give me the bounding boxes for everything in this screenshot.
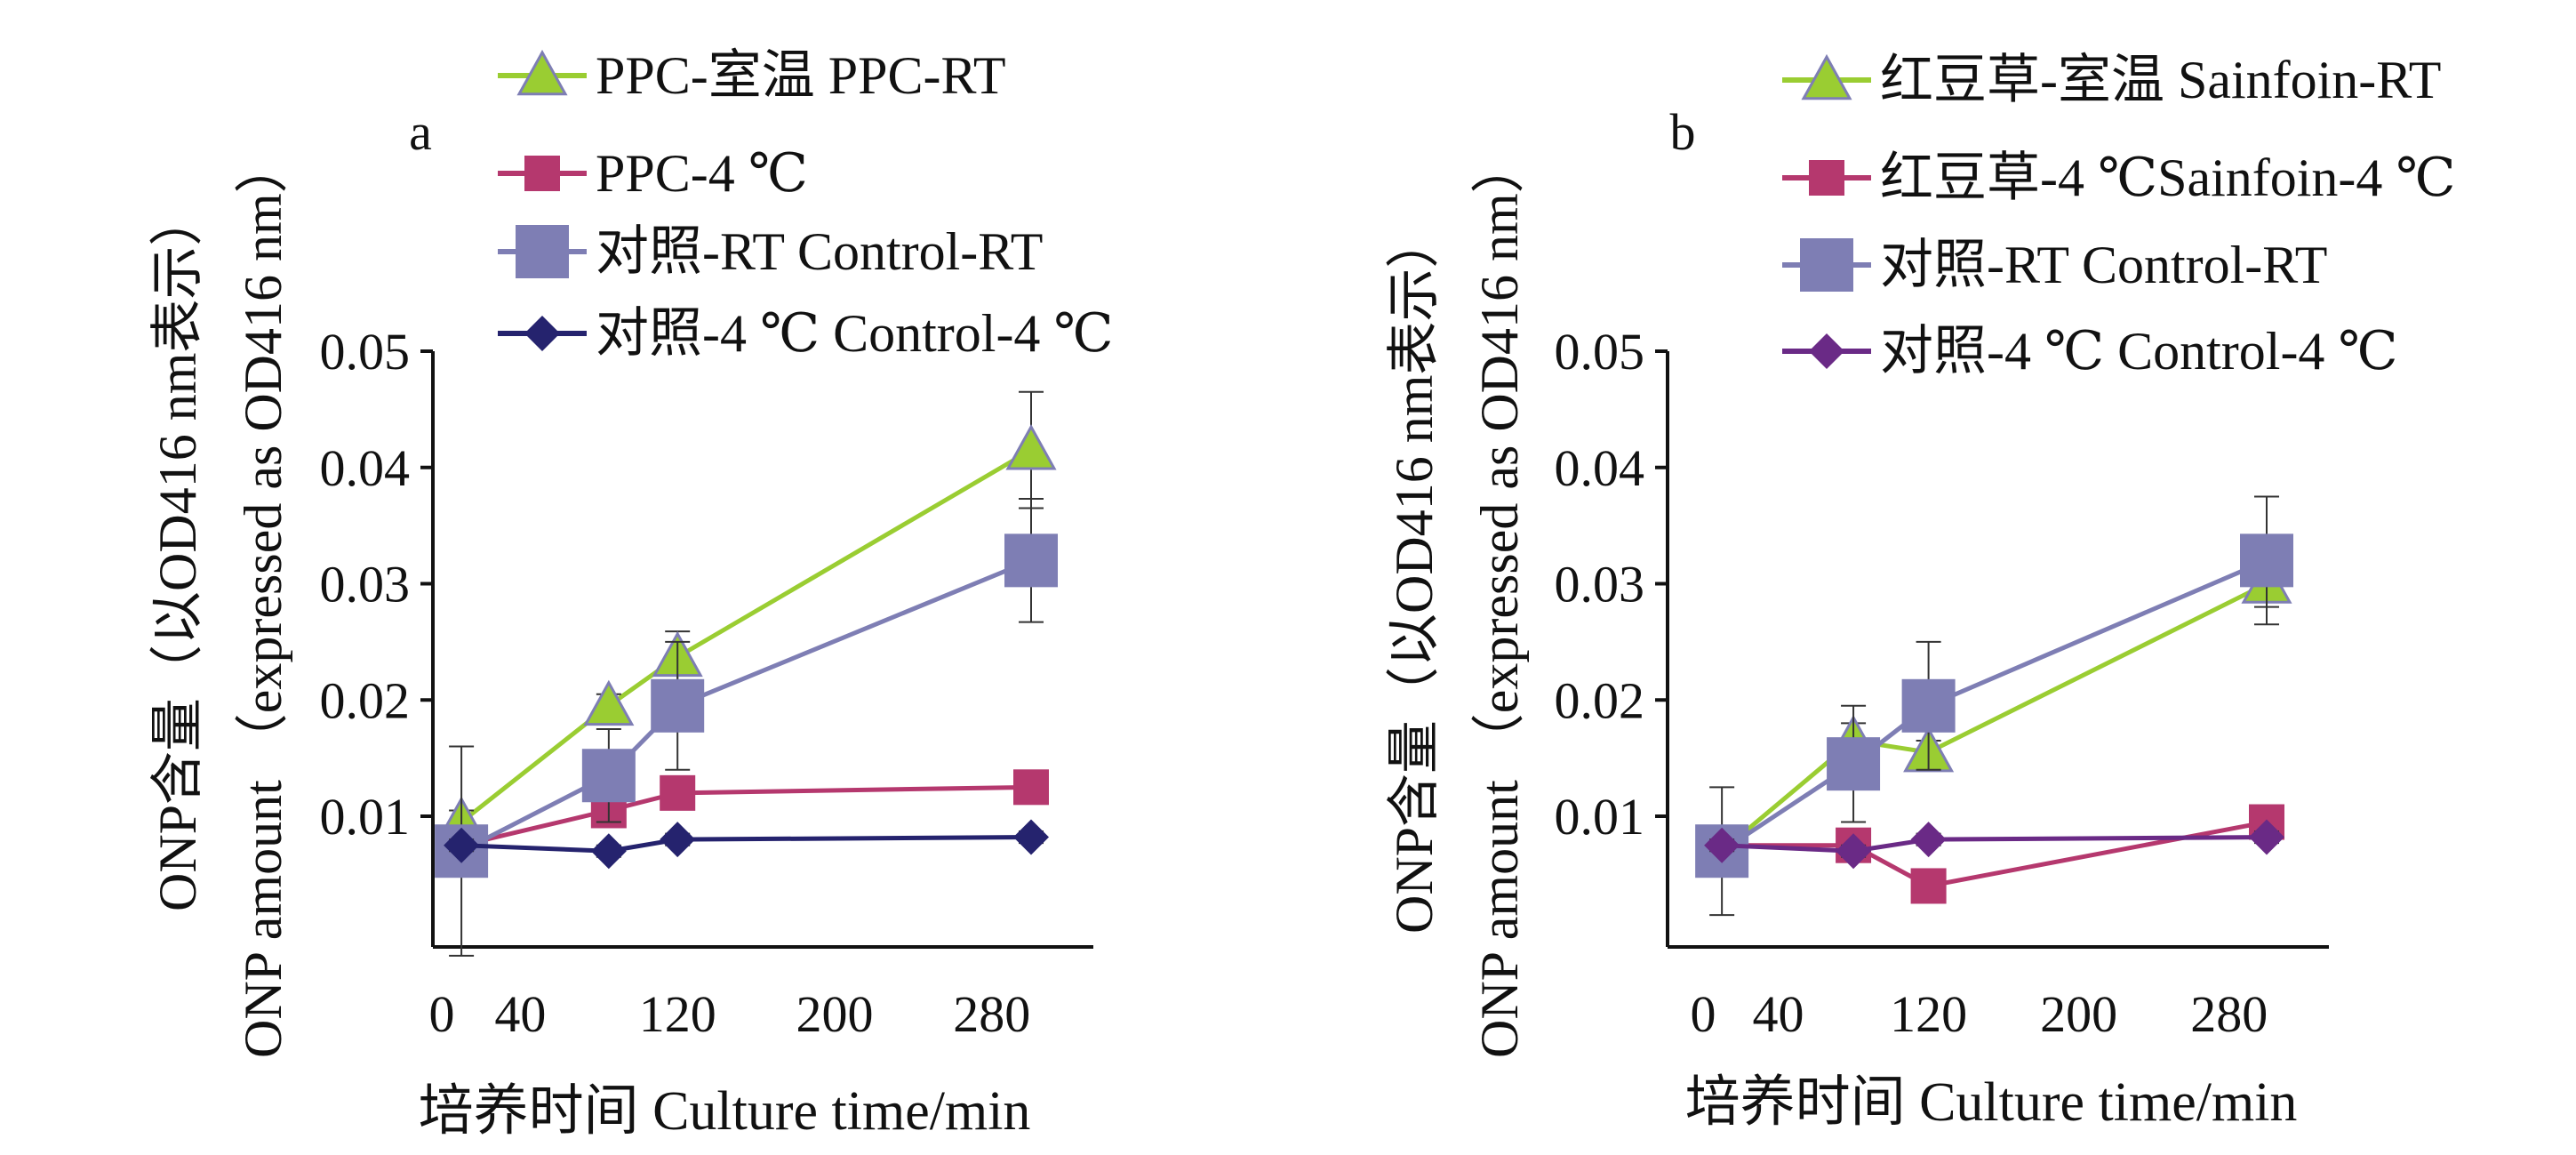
data-point [1910,822,1947,858]
x-tick-label: 0 [429,985,455,1043]
y-tick-label: 0.02 [1555,671,1645,729]
series-3: 对照-4 ℃ Control-4 ℃ [1704,322,2398,870]
y-axis-title-en: ONP amount （expressed as OD416 nm） [234,140,292,1058]
y-tick-label: 0.05 [1555,323,1645,381]
legend-swatch-marker [1801,53,1852,100]
series-1: PPC-4 ℃ [444,144,1049,863]
data-point [1005,424,1057,470]
x-tick-label: 120 [639,985,716,1043]
data-point [660,822,696,858]
series-line [1722,820,2268,889]
x-tick-label: 280 [953,985,1030,1043]
x-tick-label: 200 [796,985,874,1043]
y-axis-title-cn: ONP含量（以OD416 nm表示） [148,193,207,911]
legend-label: 对照-RT Control-RT [596,222,1043,281]
data-point [581,749,636,803]
x-tick-label: 40 [1753,985,1804,1043]
data-point [444,827,480,863]
series-2: 对照-RT Control-RT [435,222,1058,957]
data-point [1013,769,1049,806]
series-line [1722,835,2268,854]
chart-panel-a: a 0.01 0.02 0.03 0.04 0.05 0 40 120 200 280 培养时间 Cu… [148,46,1114,1142]
x-tick-label: 120 [1890,985,1967,1043]
y-tick-label: 0.03 [320,556,411,614]
legend-swatch-marker [1809,333,1844,369]
legend-label: 对照-RT Control-RT [1880,236,2327,294]
series-line [461,835,1032,854]
y-tick-label: 0.03 [1555,556,1645,614]
legend-swatch-marker [1809,160,1844,196]
series-line [460,447,1033,824]
data-point [1704,827,1740,863]
panel-label: a [409,103,432,161]
x-tick-label: 200 [2040,985,2117,1043]
series-0: PPC-室温 PPC-RT [436,46,1057,842]
y-tick-label: 0.05 [320,323,411,381]
legend-label: PPC-4 ℃ [596,144,808,203]
y-axis-title-cn: ONP含量（以OD416 nm表示） [1385,215,1444,934]
series-3: 对照-4 ℃ Control-4 ℃ [444,304,1114,870]
legend-swatch-marker [524,316,560,351]
legend-label: 红豆草-室温 Sainfoin-RT [1880,51,2441,109]
y-tick-label: 0.04 [1555,439,1645,497]
y-tick-label: 0.01 [320,788,411,846]
data-point [1901,678,1956,733]
series-line [460,558,1032,854]
legend-swatch-marker [1800,238,1853,292]
legend-label: PPC-室温 PPC-RT [596,46,1006,105]
data-point [1004,533,1058,588]
legend-swatch-marker [516,49,568,96]
series-line [1720,558,2268,854]
data-point [2240,533,2293,588]
series-line [460,784,1032,848]
data-point [2249,819,2284,855]
chart-panel-b: b 0.01 0.02 0.03 0.04 0.05 0 40 120 200 280 培养时间 Cu… [1385,51,2456,1133]
y-axis-title-en: ONP amount （expressed as OD416 nm） [1470,140,1529,1058]
legend-label: 对照-4 ℃ Control-4 ℃ [596,304,1114,363]
data-point [583,679,635,726]
data-point [1910,868,1947,904]
y-tick-label: 0.01 [1555,788,1645,846]
data-point [660,774,696,811]
y-tick-label: 0.02 [320,671,411,729]
data-point [590,833,627,870]
data-point [1836,833,1872,870]
x-axis-title: 培养时间 Culture time/min [1685,1072,2298,1133]
y-tick-label: 0.04 [320,439,411,497]
x-tick-label: 0 [1691,985,1716,1043]
data-point [1827,737,1881,791]
legend-swatch-marker [524,156,560,191]
legend-swatch-marker [516,225,569,278]
x-tick-label: 280 [2190,985,2268,1043]
panel-label: b [1670,103,1696,161]
x-tick-label: 40 [494,985,546,1043]
data-point [1013,819,1049,855]
series-2: 对照-RT Control-RT [1695,236,2327,917]
x-axis-title: 培养时间 Culture time/min [419,1081,1031,1142]
legend-label: 对照-4 ℃ Control-4 ℃ [1880,322,2398,381]
series-line [1720,582,2268,854]
legend-label: 红豆草-4 ℃Sainfoin-4 ℃ [1880,148,2456,207]
data-point [651,678,705,733]
